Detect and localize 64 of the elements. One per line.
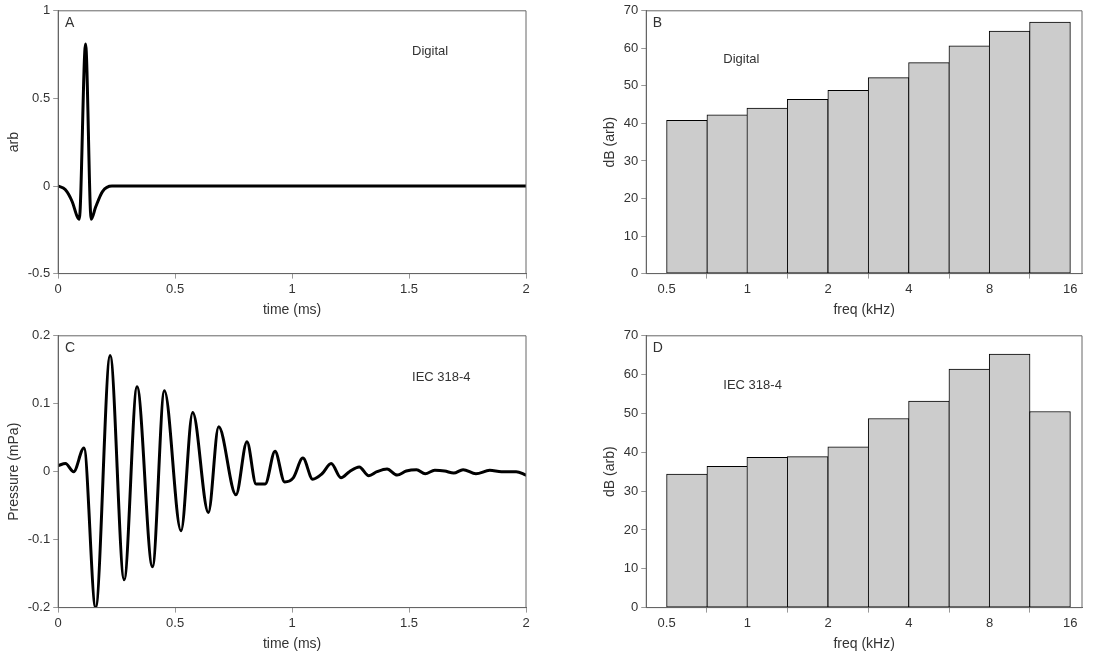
y-tick-label: 0 [42,177,51,193]
x-axis-title: freq (kHz) [833,635,895,652]
y-tick-label: 0 [42,463,51,479]
x-tick-label: 4 [905,614,913,630]
y-tick-label: 60 [623,39,639,55]
annotation: C [64,339,76,356]
x-axis-title: freq (kHz) [833,301,895,318]
annotation: Digital [723,50,760,66]
annotation: B [652,13,663,30]
annotation: IEC 318-4 [412,369,471,385]
x-axis-title: time (ms) [262,301,322,318]
annotation: A [64,13,75,30]
y-axis-title: Pressure (mPa) [5,422,22,521]
x-axis-title: time (ms) [262,635,322,652]
y-tick-label: -0.2 [27,599,51,615]
y-tick-label: 40 [623,443,639,459]
x-tick-label: 4 [905,280,913,296]
y-tick-label: 0.2 [32,327,51,343]
y-tick-label: 50 [623,77,639,93]
x-tick-label: 1 [743,280,751,296]
x-tick-label: 16 [1063,614,1078,630]
x-tick-label: 1 [743,614,751,630]
y-tick-label: 70 [623,327,639,343]
x-tick-label: 1 [288,614,296,630]
y-tick-label: 20 [623,521,639,537]
x-tick-label: 2 [824,280,832,296]
y-axis-title: dB (arb) [601,116,618,168]
line-series [58,42,526,221]
x-tick-label: 0 [54,280,62,296]
x-tick-label: 1.5 [400,614,419,630]
y-tick-label: 70 [623,2,639,18]
x-tick-label: 0 [54,614,62,630]
y-tick-label: -0.5 [27,265,51,281]
x-tick-label: 0.5 [657,280,676,296]
y-axis-title: dB (arb) [601,446,618,497]
annotation: IEC 318-4 [723,377,782,393]
y-axis-title: arb [5,131,22,153]
y-tick-label: 1 [42,2,51,18]
x-tick-label: 0.5 [166,280,185,296]
x-tick-label: 8 [985,280,994,296]
y-tick-label: 60 [623,366,639,382]
x-tick-label: 1.5 [400,280,419,296]
y-tick-label: 30 [623,152,639,168]
y-tick-label: 0 [631,265,639,281]
x-tick-label: 2 [824,614,832,630]
y-tick-label: 10 [623,227,639,243]
annotation: D [652,339,663,356]
x-tick-label: 2 [522,280,530,296]
y-tick-label: 0 [631,599,639,615]
x-tick-label: 0.5 [657,614,676,630]
y-tick-label: 40 [623,115,639,131]
x-tick-label: 1 [288,280,296,296]
y-tick-label: 10 [623,560,639,576]
y-tick-label: 0.5 [32,89,51,105]
x-tick-label: 0.5 [166,614,185,630]
y-tick-label: 50 [623,405,639,421]
x-tick-label: 2 [522,614,530,630]
annotation: Digital [412,43,449,59]
y-tick-label: 30 [623,482,639,498]
y-tick-label: -0.1 [27,531,51,547]
x-tick-label: 8 [985,614,994,630]
y-tick-label: 20 [623,190,639,206]
x-tick-label: 16 [1063,280,1078,296]
y-tick-label: 0.1 [32,395,51,411]
